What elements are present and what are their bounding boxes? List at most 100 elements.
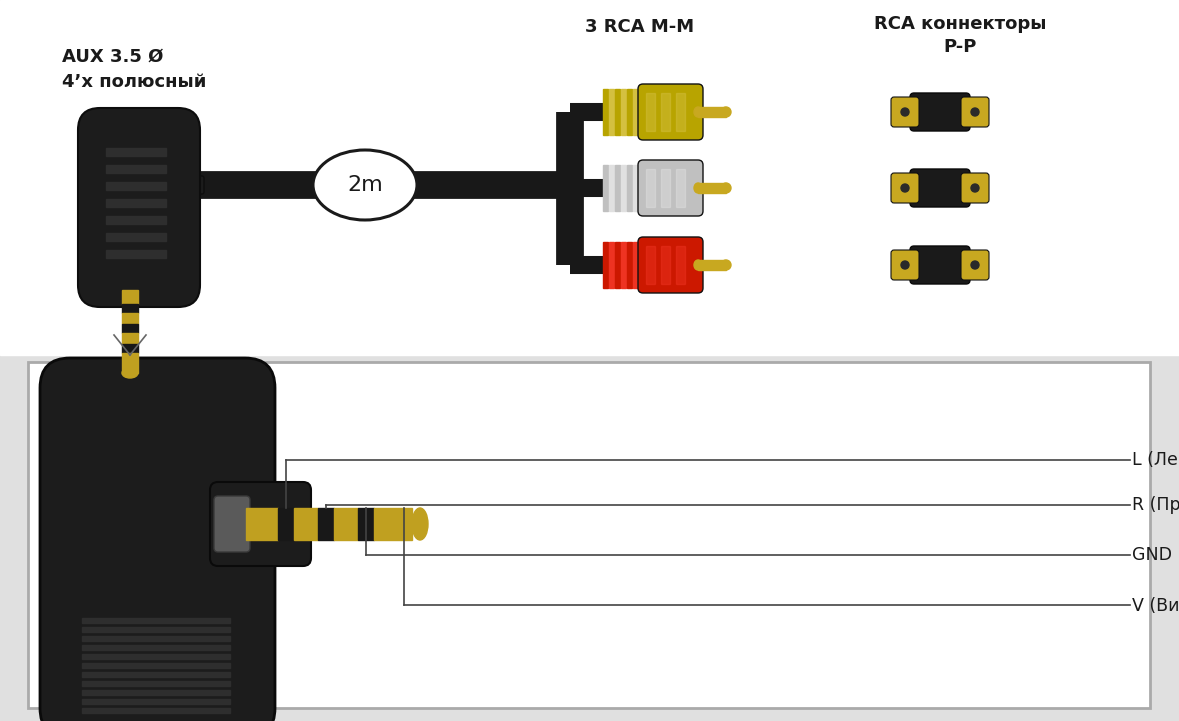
Bar xyxy=(627,242,632,288)
Text: P-P: P-P xyxy=(943,38,976,56)
FancyBboxPatch shape xyxy=(78,108,200,307)
Bar xyxy=(615,89,620,135)
Ellipse shape xyxy=(971,261,979,269)
Bar xyxy=(83,654,230,659)
Ellipse shape xyxy=(901,184,909,192)
Bar xyxy=(621,165,626,211)
Text: R (Правый аудиоканал): R (Правый аудиоканал) xyxy=(1132,496,1179,514)
Bar xyxy=(106,233,166,241)
Bar xyxy=(121,353,138,373)
Bar xyxy=(121,324,138,333)
Bar xyxy=(698,107,726,117)
Bar xyxy=(83,645,230,650)
Bar xyxy=(334,508,358,540)
Bar xyxy=(676,246,685,284)
Bar xyxy=(602,165,608,211)
FancyBboxPatch shape xyxy=(891,97,918,127)
Bar xyxy=(615,242,620,288)
Bar xyxy=(621,89,626,135)
Bar xyxy=(633,165,638,211)
Bar xyxy=(621,242,626,288)
Bar xyxy=(83,699,230,704)
Ellipse shape xyxy=(694,183,702,193)
Bar xyxy=(615,165,620,211)
Bar xyxy=(676,169,685,207)
Text: 3 RCA M-M: 3 RCA M-M xyxy=(586,18,694,36)
Bar xyxy=(661,246,670,284)
Bar xyxy=(106,182,166,190)
Bar xyxy=(676,93,685,131)
Bar xyxy=(121,333,138,344)
Bar xyxy=(633,89,638,135)
FancyBboxPatch shape xyxy=(910,246,970,284)
Ellipse shape xyxy=(722,107,731,117)
Bar xyxy=(661,169,670,207)
Bar xyxy=(646,246,656,284)
FancyBboxPatch shape xyxy=(638,160,703,216)
FancyBboxPatch shape xyxy=(40,358,275,721)
Bar xyxy=(633,242,638,288)
Bar xyxy=(610,242,614,288)
Bar xyxy=(661,93,670,131)
Bar xyxy=(121,344,138,353)
Bar xyxy=(121,313,138,324)
Ellipse shape xyxy=(694,107,702,117)
Bar xyxy=(121,304,138,313)
Ellipse shape xyxy=(901,261,909,269)
Bar xyxy=(83,708,230,713)
FancyBboxPatch shape xyxy=(961,173,989,203)
FancyBboxPatch shape xyxy=(160,176,204,194)
Bar xyxy=(0,0,1179,355)
Bar xyxy=(602,242,608,288)
Bar xyxy=(602,89,608,135)
Bar xyxy=(106,199,166,207)
Text: L (Левый аудиоканал): L (Левый аудиоканал) xyxy=(1132,451,1179,469)
FancyBboxPatch shape xyxy=(910,93,970,131)
Bar xyxy=(374,508,411,540)
Bar xyxy=(294,508,318,540)
FancyBboxPatch shape xyxy=(891,250,918,280)
Bar xyxy=(646,169,656,207)
Text: V (Видео сиг...: V (Видео сиг... xyxy=(1132,596,1179,614)
Bar xyxy=(610,165,614,211)
Bar xyxy=(358,508,374,540)
Text: 2m: 2m xyxy=(347,175,383,195)
Ellipse shape xyxy=(312,150,417,220)
Bar xyxy=(83,636,230,641)
Bar xyxy=(83,690,230,695)
FancyBboxPatch shape xyxy=(961,250,989,280)
Ellipse shape xyxy=(694,260,702,270)
Ellipse shape xyxy=(722,183,731,193)
FancyBboxPatch shape xyxy=(638,84,703,140)
Ellipse shape xyxy=(411,508,428,540)
Bar xyxy=(639,89,644,135)
FancyBboxPatch shape xyxy=(961,97,989,127)
Text: AUX 3.5 Ø
4’x полюсный: AUX 3.5 Ø 4’x полюсный xyxy=(62,48,206,91)
Text: RCA коннекторы: RCA коннекторы xyxy=(874,15,1046,33)
Bar xyxy=(121,290,138,304)
Ellipse shape xyxy=(901,108,909,116)
Bar xyxy=(646,93,656,131)
FancyBboxPatch shape xyxy=(910,169,970,207)
FancyBboxPatch shape xyxy=(215,496,250,552)
Bar xyxy=(698,260,726,270)
Bar xyxy=(246,508,278,540)
FancyBboxPatch shape xyxy=(210,482,311,566)
Bar xyxy=(106,148,166,156)
Bar xyxy=(639,165,644,211)
Ellipse shape xyxy=(121,368,138,378)
Ellipse shape xyxy=(722,260,731,270)
Ellipse shape xyxy=(971,108,979,116)
Bar xyxy=(278,508,294,540)
Bar xyxy=(83,627,230,632)
Bar xyxy=(639,242,644,288)
Bar xyxy=(318,508,334,540)
Bar xyxy=(106,216,166,224)
Bar xyxy=(106,250,166,258)
FancyBboxPatch shape xyxy=(28,362,1150,708)
FancyBboxPatch shape xyxy=(891,173,918,203)
Bar xyxy=(83,681,230,686)
Bar xyxy=(106,165,166,173)
Bar xyxy=(83,672,230,677)
Bar xyxy=(627,89,632,135)
